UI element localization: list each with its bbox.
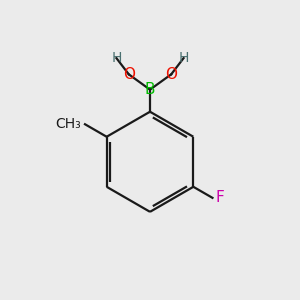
Text: O: O (165, 67, 177, 82)
Text: F: F (215, 190, 224, 205)
Text: B: B (145, 82, 155, 97)
Text: CH₃: CH₃ (55, 117, 81, 131)
Text: O: O (123, 67, 135, 82)
Text: H: H (111, 51, 122, 65)
Text: H: H (178, 51, 189, 65)
